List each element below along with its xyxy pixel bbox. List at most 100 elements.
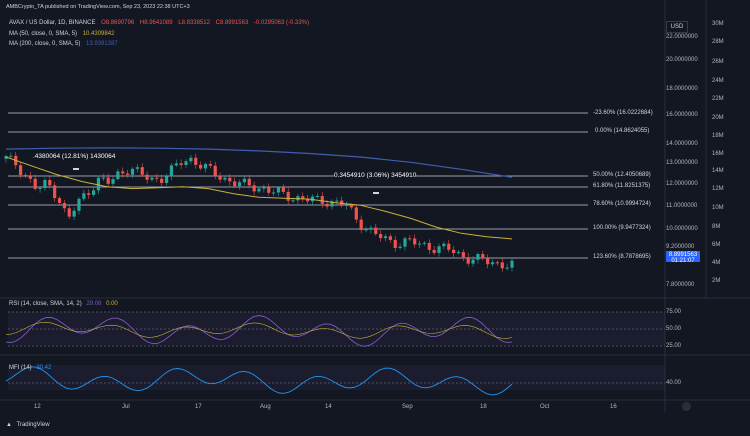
candle-body[interactable] <box>135 167 139 169</box>
candle-body[interactable] <box>77 198 81 211</box>
candle-body[interactable] <box>72 210 76 217</box>
candle-body[interactable] <box>481 254 485 259</box>
symbol-name[interactable]: AVAX / US Dollar, 1D, BINANCE <box>9 20 96 26</box>
candle-body[interactable] <box>461 252 465 258</box>
candle-body[interactable] <box>87 193 91 195</box>
mfi-legend[interactable]: MFI (14) 30.42 <box>9 365 51 371</box>
candle-body[interactable] <box>447 243 451 250</box>
candle-body[interactable] <box>466 257 470 264</box>
candle-body[interactable] <box>203 164 208 169</box>
candle-body[interactable] <box>286 191 290 201</box>
fib-label[interactable]: 78.60% (10.9994724) <box>592 201 652 207</box>
candle-body[interactable] <box>379 234 383 239</box>
candle-body[interactable] <box>48 179 52 186</box>
candle-body[interactable] <box>174 163 178 166</box>
candle-body[interactable] <box>364 229 368 231</box>
candle-body[interactable] <box>359 219 363 230</box>
candle-body[interactable] <box>281 187 285 192</box>
current-price-tag[interactable]: 8.8991563 01:21:07 <box>666 251 700 264</box>
candle-body[interactable] <box>130 168 135 175</box>
candle-body[interactable] <box>427 242 431 250</box>
candle-body[interactable] <box>57 198 62 203</box>
fib-lines[interactable] <box>8 112 588 259</box>
candle-body[interactable] <box>218 175 222 180</box>
candle-body[interactable] <box>344 204 349 206</box>
candle-body[interactable] <box>150 177 154 180</box>
rsi-legend[interactable]: RSI (14, close, SMA, 14, 2) 29.08 0.00 <box>9 301 118 307</box>
candle-body[interactable] <box>247 178 251 186</box>
candle-body[interactable] <box>262 187 266 189</box>
fib-label[interactable]: -23.60% (16.0222684) <box>592 110 654 116</box>
ma200-legend[interactable]: MA (200, close, 0, SMA, 5) 13.9391387 <box>9 41 122 47</box>
candle-body[interactable] <box>330 201 334 207</box>
candle-body[interactable] <box>237 182 242 187</box>
tradingview-branding[interactable]: ▲ TradingView <box>6 422 50 428</box>
candle-body[interactable] <box>145 174 149 180</box>
candle-body[interactable] <box>91 190 96 195</box>
candle-body[interactable] <box>189 157 193 162</box>
candle-body[interactable] <box>490 262 495 265</box>
candle-body[interactable] <box>456 252 461 254</box>
candle-body[interactable] <box>194 157 198 165</box>
candle-body[interactable] <box>437 246 441 253</box>
candle-body[interactable] <box>452 249 456 254</box>
candle-body[interactable] <box>106 177 110 184</box>
candle-body[interactable] <box>233 181 237 187</box>
candle-body[interactable] <box>23 175 28 177</box>
ma200-line[interactable] <box>5 147 513 178</box>
candle-body[interactable] <box>408 238 412 240</box>
left-measure-label[interactable]: .4380064 (12.81%) 1430064 <box>33 153 116 160</box>
fib-label[interactable]: 123.60% (8.7878695) <box>592 254 652 260</box>
candle-body[interactable] <box>184 161 188 165</box>
candle-body[interactable] <box>398 246 402 248</box>
candle-body[interactable] <box>383 236 388 239</box>
candle-body[interactable] <box>169 165 174 177</box>
candle-body[interactable] <box>67 208 71 217</box>
candle-body[interactable] <box>349 204 354 208</box>
candle-body[interactable] <box>252 185 256 192</box>
ma50-legend[interactable]: MA (50, close, 0, SMA, 5) 10.4309842 <box>9 31 118 37</box>
ma50-line[interactable] <box>5 156 513 240</box>
candle-body[interactable] <box>101 177 105 179</box>
candle-body[interactable] <box>500 262 504 269</box>
candle-body[interactable] <box>53 185 57 199</box>
candle-body[interactable] <box>208 164 212 166</box>
candle-body[interactable] <box>121 171 125 174</box>
fib-label[interactable]: 0.00% (14.8624055) <box>594 128 651 134</box>
candle-body[interactable] <box>510 260 514 268</box>
candle-body[interactable] <box>369 227 373 230</box>
candle-body[interactable] <box>301 196 305 199</box>
candle-body[interactable] <box>213 165 217 176</box>
candle-body[interactable] <box>291 200 295 202</box>
candle-body[interactable] <box>155 177 159 179</box>
candle-body[interactable] <box>164 176 169 184</box>
candle-body[interactable] <box>320 195 324 204</box>
candle-body[interactable] <box>476 254 480 260</box>
candle-body[interactable] <box>28 175 32 179</box>
candle-body[interactable] <box>116 171 120 180</box>
candle-body[interactable] <box>335 200 339 202</box>
candle-body[interactable] <box>403 238 407 247</box>
candle-body[interactable] <box>140 167 144 175</box>
candle-body[interactable] <box>417 243 422 245</box>
candle-body[interactable] <box>228 177 232 182</box>
candle-body[interactable] <box>374 227 378 235</box>
candle-body[interactable] <box>223 177 227 180</box>
candle-body[interactable] <box>111 179 115 184</box>
candle-body[interactable] <box>442 243 446 247</box>
candle-body[interactable] <box>393 239 397 248</box>
fib-label[interactable]: 100.00% (9.9477324) <box>592 225 652 231</box>
candle-body[interactable] <box>18 165 23 176</box>
candle-body[interactable] <box>43 179 47 188</box>
candle-body[interactable] <box>471 259 475 264</box>
candle-body[interactable] <box>432 249 436 253</box>
candle-body[interactable] <box>388 236 392 240</box>
fib-label[interactable]: 50.00% (12.4050689) <box>592 172 652 178</box>
candle-body[interactable] <box>505 267 509 269</box>
right-measure-label[interactable]: 0.3454910 (3.06%) 3454910 <box>334 172 417 179</box>
candle-body[interactable] <box>422 242 427 244</box>
settings-gear-icon[interactable] <box>682 402 691 411</box>
candle-body[interactable] <box>242 178 247 183</box>
candle-body[interactable] <box>310 196 315 202</box>
